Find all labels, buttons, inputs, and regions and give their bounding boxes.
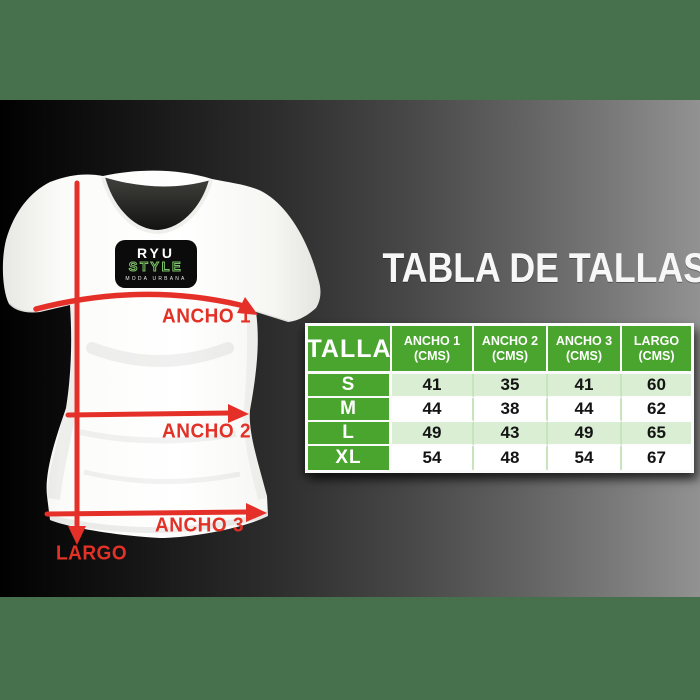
value-m-ancho2: 38 [474, 398, 548, 422]
bottom-green-band [0, 597, 700, 700]
brand-name: RYU [136, 245, 176, 262]
tshirt-illustration [2, 170, 321, 545]
measurement-arrows [33, 180, 267, 545]
value-s-largo: 60 [622, 374, 691, 398]
table-header-talla: TALLA [306, 326, 392, 374]
ancho1-arc [33, 291, 243, 312]
brand-tagline: MODA URBANA [125, 275, 187, 282]
largo-arrowhead [68, 526, 86, 545]
value-m-ancho1: 44 [392, 398, 474, 422]
value-s-ancho1: 41 [392, 374, 474, 398]
ancho3-line [44, 509, 250, 517]
largo-label: LARGO [56, 542, 128, 565]
size-label-xl: XL [308, 446, 392, 470]
value-l-ancho2: 43 [474, 422, 548, 446]
value-xl-ancho2: 48 [474, 446, 548, 470]
table-header-ancho1: ANCHO 1 (CMS) [392, 326, 474, 374]
value-s-ancho2: 35 [474, 374, 548, 398]
ancho1-arrowhead [237, 297, 258, 315]
value-xl-ancho3: 54 [548, 446, 622, 470]
value-xl-largo: 67 [622, 446, 691, 470]
value-l-largo: 65 [622, 422, 691, 446]
value-l-ancho3: 49 [548, 422, 622, 446]
top-green-band [0, 0, 700, 100]
page-title: TABLA DE TALLAS [382, 244, 700, 291]
brand-patch: RYU STYLE MODA URBANA [115, 240, 197, 288]
table-header-ancho3: ANCHO 3 (CMS) [548, 326, 622, 374]
size-label-m: M [308, 398, 392, 422]
ancho2-line [65, 410, 233, 418]
ancho2-arrowhead [228, 404, 249, 423]
size-label-l: L [308, 422, 392, 446]
tshirt-body-path [2, 170, 321, 538]
size-table: TALLA ANCHO 1 (CMS) ANCHO 2 (CMS) ANCHO … [305, 323, 694, 473]
value-m-ancho3: 44 [548, 398, 622, 422]
collar-rim [101, 176, 213, 235]
neckline-opening [103, 177, 211, 231]
table-header-largo: LARGO (CMS) [622, 326, 691, 374]
ancho3-arrowhead [246, 503, 267, 522]
ancho2-label: ANCHO 2 [162, 420, 252, 443]
value-l-ancho1: 49 [392, 422, 474, 446]
ancho3-label: ANCHO 3 [155, 514, 245, 537]
brand-style-text: STYLE [128, 259, 184, 275]
value-m-largo: 62 [622, 398, 691, 422]
value-s-ancho3: 41 [548, 374, 622, 398]
ancho1-label: ANCHO 1 [162, 305, 252, 328]
table-header-ancho2: ANCHO 2 (CMS) [474, 326, 548, 374]
value-xl-ancho1: 54 [392, 446, 474, 470]
size-label-s: S [308, 374, 392, 398]
